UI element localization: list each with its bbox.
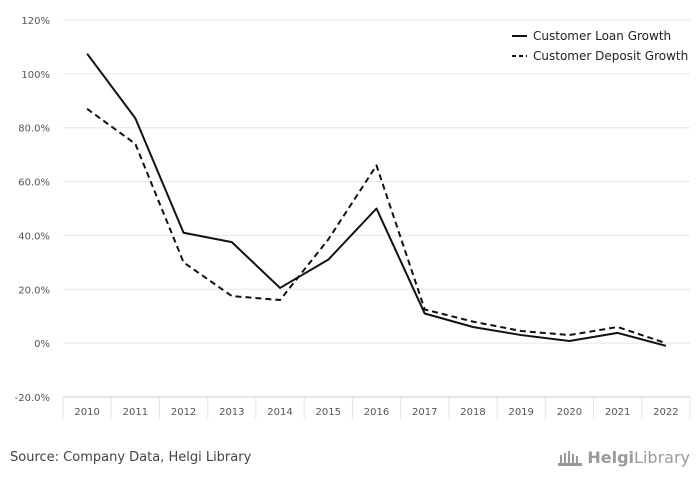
x-tick-label: 2017 [412,407,437,418]
data-point[interactable] [615,324,620,329]
x-tick-label: 2010 [74,407,99,418]
data-point[interactable] [326,257,331,262]
y-tick-label: 60.0% [18,178,50,189]
y-tick-label: 20.0% [18,285,50,296]
data-point[interactable] [470,319,475,324]
y-tick-label: 100% [21,70,50,81]
data-point[interactable] [278,298,283,303]
data-point[interactable] [615,330,620,335]
y-axis-ticks: -20.0% 0% 20.0% 40.0% 60.0% 80.0% 100% 120% [15,16,50,404]
data-point[interactable] [278,285,283,290]
data-point[interactable] [133,141,138,146]
x-tick-label: 2012 [171,407,196,418]
series-lines [85,51,668,347]
x-axis-ticks: 2010 2011 2012 2013 2014 2015 2016 2017 2018 2019… [74,407,678,418]
y-tick-label: -20.0% [15,393,50,404]
data-point[interactable] [85,106,90,111]
legend-label-loan: Customer Loan Growth [533,29,671,43]
data-point[interactable] [85,51,90,56]
y-tick-label: 0% [34,339,50,350]
source-note: Source: Company Data, Helgi Library [10,450,252,465]
x-tick-label: 2015 [316,407,341,418]
y-tick-label: 80.0% [18,124,50,135]
brand-rest: Library [634,448,690,467]
data-point[interactable] [133,116,138,121]
x-tick-label: 2014 [267,407,292,418]
data-point[interactable] [326,237,331,242]
data-point[interactable] [519,329,524,334]
x-tick-label: 2022 [653,407,678,418]
data-point[interactable] [422,307,427,312]
x-tick-label: 2013 [219,407,244,418]
data-point[interactable] [663,341,668,346]
x-tick-label: 2018 [460,407,485,418]
series-line-deposit[interactable] [86,108,667,345]
helgi-library-logo[interactable]: HelgiLibrary [557,448,690,467]
legend: Customer Loan Growth Customer Deposit Gr… [512,29,688,63]
x-tick-label: 2011 [123,407,148,418]
x-tick-label: 2016 [364,407,389,418]
data-point[interactable] [181,260,186,265]
y-tick-label: 40.0% [18,231,50,242]
y-tick-label: 120% [21,16,50,27]
data-point[interactable] [181,230,186,235]
data-point[interactable] [567,333,572,338]
x-tick-label: 2019 [508,407,533,418]
data-point[interactable] [567,338,572,343]
series-line-loan[interactable] [86,53,667,347]
data-point[interactable] [229,240,234,245]
data-point[interactable] [229,294,234,299]
brand-bold: Helgi [587,448,635,467]
legend-label-deposit: Customer Deposit Growth [533,49,688,63]
data-point[interactable] [374,206,379,211]
legend-item-loan[interactable]: Customer Loan Growth [512,29,671,43]
x-tick-label: 2021 [605,407,630,418]
library-building-icon [558,450,583,466]
data-point[interactable] [470,324,475,329]
line-chart: -20.0% 0% 20.0% 40.0% 60.0% 80.0% 100% 120% 201… [15,16,691,419]
data-point[interactable] [374,163,379,168]
legend-item-deposit[interactable]: Customer Deposit Growth [512,49,688,63]
grid-lines [62,19,691,419]
x-tick-label: 2020 [557,407,582,418]
